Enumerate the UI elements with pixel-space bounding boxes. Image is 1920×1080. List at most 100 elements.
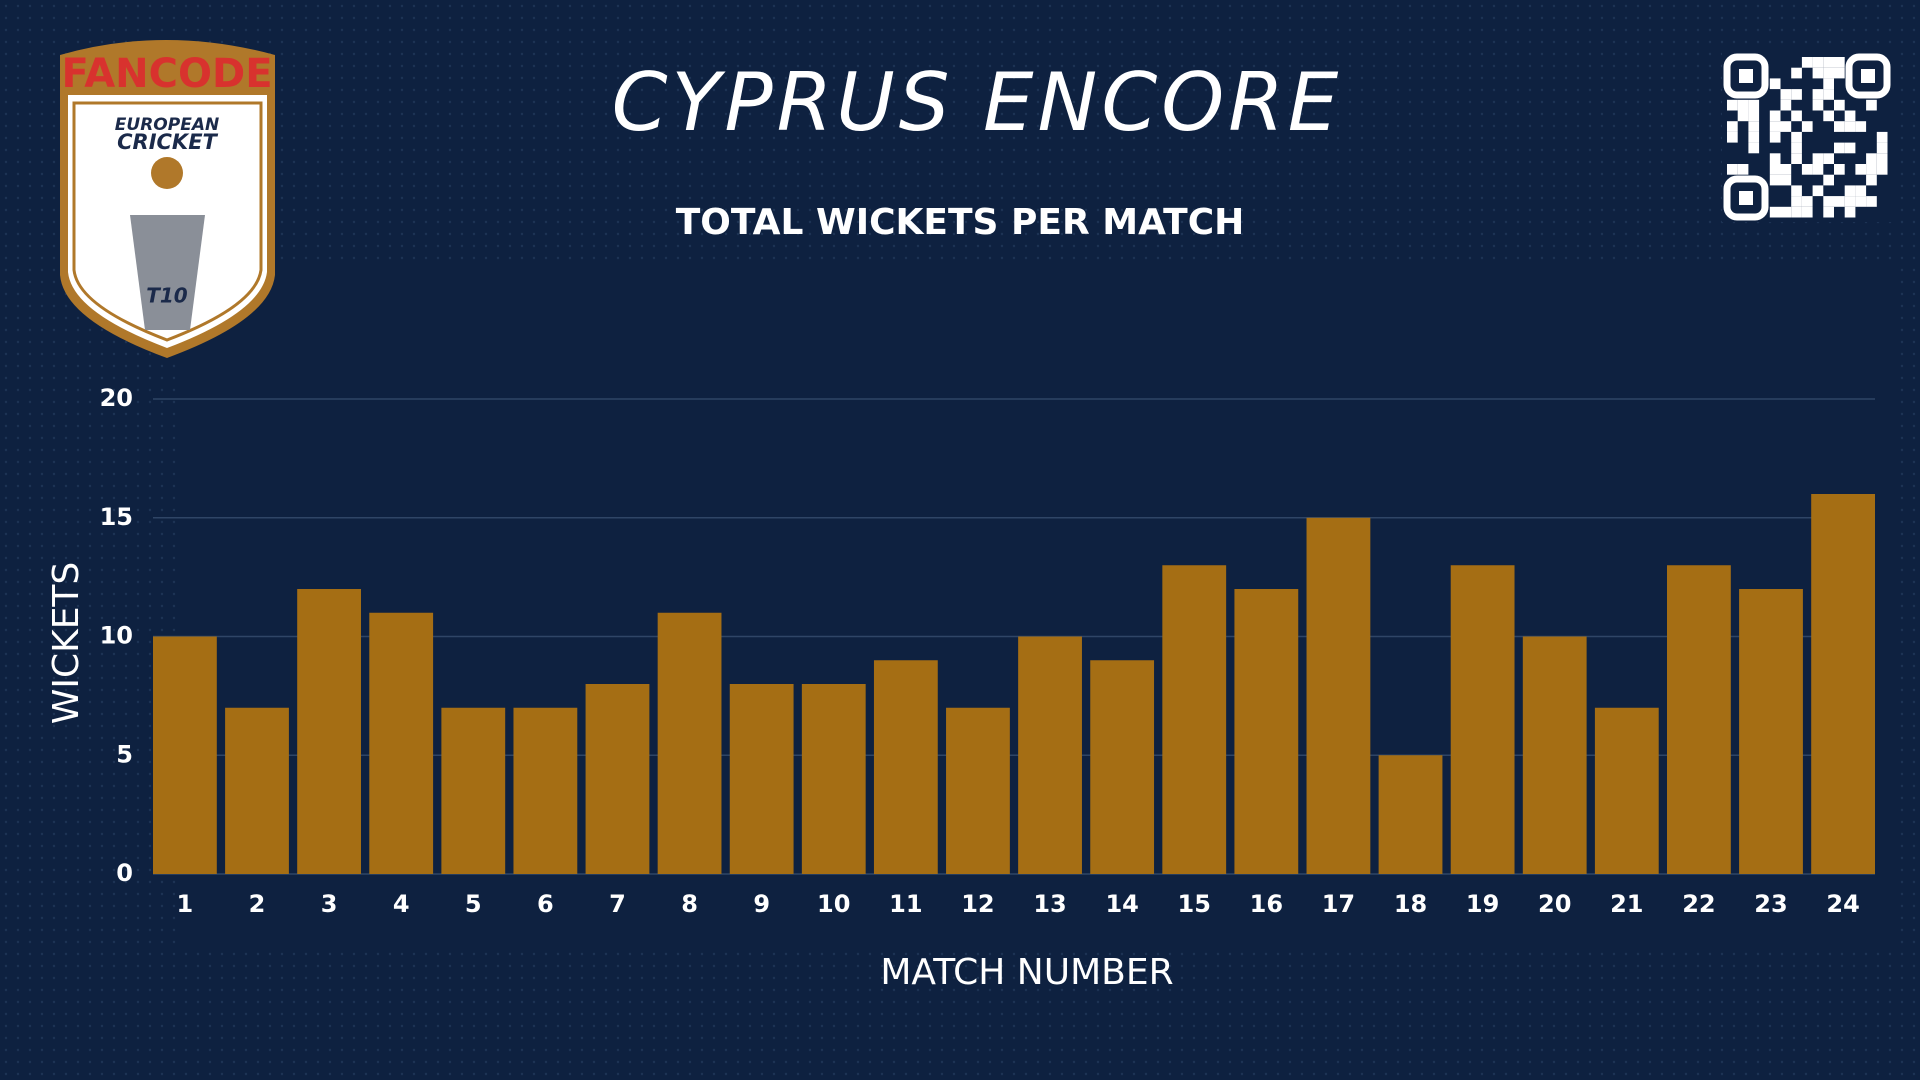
x-tick-label: 14	[1105, 890, 1138, 918]
x-tick-label: 18	[1394, 890, 1427, 918]
qr-module	[1737, 99, 1749, 111]
x-tick-label: 20	[1538, 890, 1571, 918]
qr-module	[1801, 206, 1813, 218]
x-tick-label: 7	[609, 890, 626, 918]
bar	[225, 707, 289, 874]
x-tick-label: 6	[537, 890, 554, 918]
qr-module	[1855, 185, 1867, 197]
qr-module	[1780, 99, 1792, 111]
bar	[873, 660, 938, 874]
qr-module	[1812, 164, 1824, 175]
qr-module	[1834, 164, 1845, 175]
x-tick-label: 21	[1610, 890, 1643, 918]
qr-module	[1769, 174, 1781, 186]
qr-module	[1769, 206, 1781, 218]
bar	[946, 707, 1010, 874]
x-tick-label: 24	[1826, 890, 1859, 918]
bar	[1739, 589, 1803, 874]
qr-finder	[1723, 53, 1769, 99]
x-tick-label: 5	[465, 890, 482, 918]
qr-module	[1812, 99, 1824, 111]
bar	[1090, 660, 1155, 874]
qr-module	[1823, 196, 1834, 207]
qr-module	[1748, 142, 1760, 154]
qr-module	[1823, 89, 1834, 100]
qr-module	[1748, 131, 1760, 143]
qr-module	[1844, 206, 1856, 218]
qr-module	[1780, 206, 1792, 218]
qr-code	[1722, 52, 1892, 222]
qr-module	[1769, 110, 1781, 122]
qr-module	[1769, 131, 1781, 143]
bar	[1450, 565, 1515, 874]
qr-module	[1791, 185, 1802, 197]
qr-module	[1876, 153, 1888, 164]
y-tick-label: 10	[100, 622, 133, 650]
qr-module	[1876, 142, 1888, 154]
qr-module	[1780, 89, 1792, 100]
chart-title: CYPRUS ENCORE	[612, 56, 1343, 149]
x-tick-label: 22	[1682, 890, 1715, 918]
qr-module	[1769, 153, 1781, 164]
qr-module	[1855, 164, 1867, 175]
logo-shield-border	[72, 101, 263, 342]
qr-module	[1791, 153, 1802, 164]
qr-finder-center	[1739, 69, 1753, 83]
qr-module	[1866, 196, 1877, 207]
qr-module	[1801, 57, 1813, 68]
qr-module	[1769, 164, 1781, 175]
qr-module	[1791, 67, 1802, 79]
qr-module	[1748, 121, 1760, 132]
qr-module	[1812, 57, 1824, 68]
qr-module	[1769, 121, 1781, 132]
qr-module	[1791, 110, 1802, 122]
qr-module	[1834, 196, 1845, 207]
qr-finder	[1845, 53, 1891, 99]
y-axis-title: WICKETS	[46, 562, 87, 725]
qr-finder-center	[1861, 69, 1875, 83]
y-tick-label: 0	[116, 859, 133, 887]
qr-module	[1866, 99, 1877, 111]
bar	[1594, 707, 1659, 874]
x-tick-label: 11	[889, 890, 922, 918]
qr-module	[1801, 196, 1813, 207]
bar	[729, 684, 794, 874]
qr-module	[1769, 78, 1781, 90]
qr-module	[1844, 196, 1856, 207]
qr-module	[1801, 164, 1813, 175]
x-tick-label: 3	[321, 890, 338, 918]
bar	[801, 684, 866, 874]
qr-module	[1844, 110, 1856, 122]
x-tick-label: 4	[393, 890, 410, 918]
logo-trophy	[130, 215, 205, 330]
qr-module	[1834, 67, 1845, 79]
qr-module	[1748, 99, 1760, 111]
qr-finder-center	[1739, 191, 1753, 205]
bar	[441, 707, 506, 874]
qr-module	[1823, 78, 1834, 90]
x-tick-label: 15	[1178, 890, 1211, 918]
chart-subtitle: TOTAL WICKETS PER MATCH	[676, 202, 1245, 243]
qr-module	[1844, 185, 1856, 197]
qr-module	[1791, 89, 1802, 100]
bar	[1811, 494, 1875, 874]
qr-module	[1812, 89, 1824, 100]
qr-module	[1866, 153, 1877, 164]
x-tick-label: 13	[1033, 890, 1066, 918]
qr-module	[1727, 131, 1738, 143]
y-tick-label: 15	[100, 503, 133, 531]
x-tick-label: 9	[753, 890, 770, 918]
bar	[1234, 589, 1299, 874]
x-axis-title: MATCH NUMBER	[880, 952, 1173, 993]
qr-module	[1727, 164, 1738, 175]
bar	[153, 636, 217, 874]
bar	[657, 612, 722, 874]
bar	[1667, 565, 1731, 874]
qr-module	[1855, 121, 1867, 132]
x-tick-label: 23	[1754, 890, 1787, 918]
qr-module	[1823, 206, 1834, 218]
bar	[513, 707, 578, 874]
qr-module	[1812, 67, 1824, 79]
qr-module	[1823, 153, 1834, 164]
logo-line1: EUROPEAN	[115, 115, 219, 135]
